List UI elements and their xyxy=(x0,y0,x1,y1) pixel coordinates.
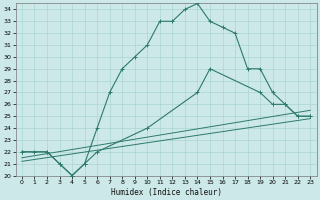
X-axis label: Humidex (Indice chaleur): Humidex (Indice chaleur) xyxy=(111,188,221,197)
